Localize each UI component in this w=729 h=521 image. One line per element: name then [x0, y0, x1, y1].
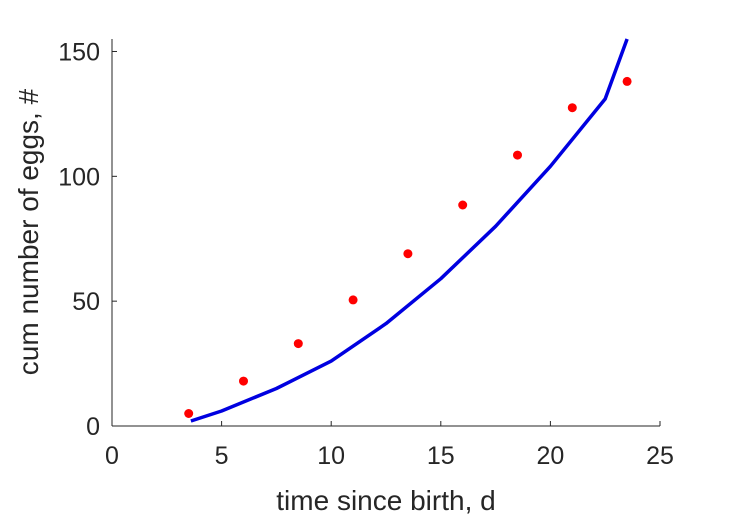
x-axis-label: time since birth, d — [276, 485, 495, 516]
x-tick-label: 5 — [215, 442, 229, 470]
y-tick-label: 100 — [58, 163, 100, 191]
data-point — [293, 339, 303, 349]
y-tick-label: 50 — [72, 288, 100, 316]
data-point — [403, 249, 413, 259]
x-tick-label: 20 — [536, 442, 564, 470]
series-layer — [184, 38, 632, 423]
y-tick-label: 0 — [86, 413, 100, 441]
y-axis-label: cum number of eggs, # — [13, 88, 44, 375]
data-point — [622, 76, 632, 86]
data-point — [513, 150, 522, 160]
x-tick-label: 10 — [317, 442, 345, 470]
x-tick-label: 25 — [646, 442, 674, 470]
data-point — [458, 200, 468, 210]
data-point — [239, 376, 248, 386]
axes — [111, 39, 660, 427]
x-tick-label: 15 — [427, 442, 455, 470]
x-tick-label: 0 — [105, 442, 119, 470]
model-fit-line — [190, 38, 629, 423]
data-point — [567, 103, 577, 113]
data-point — [184, 409, 194, 418]
data-point — [348, 295, 358, 305]
y-tick-label: 150 — [58, 38, 100, 66]
ticks: 0 5 10 15 20 25 0 50 100 150 — [58, 38, 674, 470]
